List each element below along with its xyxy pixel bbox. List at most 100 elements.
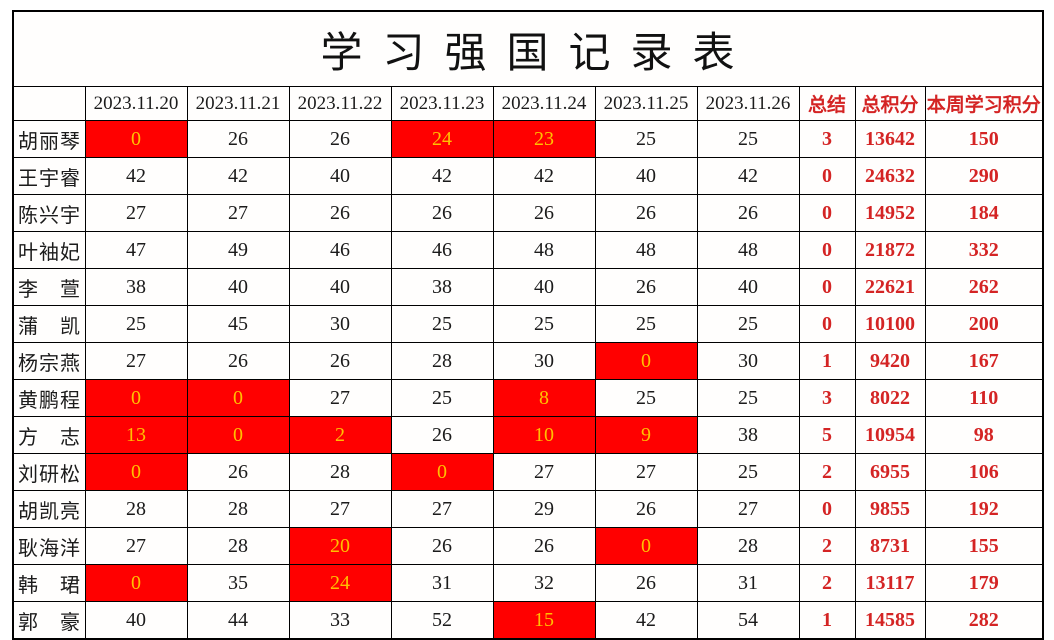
score-cell: 28 <box>390 342 494 380</box>
score-cell: 40 <box>186 268 290 306</box>
score-cell: 25 <box>696 453 800 491</box>
table-row: 胡凯亮 28 28 27 27 29 26 27 0 9855 192 <box>12 490 1044 528</box>
summary-count-cell: 0 <box>798 268 856 306</box>
total-points-cell: 8022 <box>854 379 926 417</box>
score-cell: 0 <box>390 453 494 491</box>
total-points-cell: 13117 <box>854 564 926 602</box>
total-points-cell: 13642 <box>854 120 926 158</box>
summary-count-cell: 0 <box>798 490 856 528</box>
score-cell: 26 <box>186 120 290 158</box>
table-row: 耿海洋 27 28 20 26 26 0 28 2 8731 155 <box>12 527 1044 565</box>
score-cell: 28 <box>84 490 188 528</box>
score-cell: 40 <box>84 601 188 640</box>
score-cell: 24 <box>288 564 392 602</box>
student-name-cell: 郭 豪 <box>12 601 86 640</box>
score-cell: 27 <box>288 379 392 417</box>
score-cell: 38 <box>390 268 494 306</box>
student-name-cell: 黄鹏程 <box>12 379 86 417</box>
summary-count-cell: 0 <box>798 231 856 269</box>
total-points-cell: 9855 <box>854 490 926 528</box>
week-points-cell: 332 <box>924 231 1044 269</box>
score-cell: 40 <box>696 268 800 306</box>
score-cell: 42 <box>84 157 188 195</box>
student-name-cell: 杨宗燕 <box>12 342 86 380</box>
score-cell: 26 <box>288 342 392 380</box>
score-cell: 26 <box>696 194 800 232</box>
week-points-cell: 106 <box>924 453 1044 491</box>
week-points-cell: 192 <box>924 490 1044 528</box>
student-name-cell: 叶袖妃 <box>12 231 86 269</box>
score-cell: 40 <box>288 157 392 195</box>
score-cell: 0 <box>84 379 188 417</box>
score-cell: 0 <box>594 342 698 380</box>
score-cell: 9 <box>594 416 698 454</box>
column-header-summary: 总结 <box>798 86 856 121</box>
score-cell: 30 <box>492 342 596 380</box>
score-cell: 26 <box>492 194 596 232</box>
score-cell: 26 <box>492 527 596 565</box>
table-row: 郭 豪 40 44 33 52 15 42 54 1 14585 282 <box>12 601 1044 640</box>
score-cell: 25 <box>594 379 698 417</box>
score-cell: 0 <box>84 120 188 158</box>
score-cell: 25 <box>594 305 698 343</box>
score-cell: 26 <box>288 194 392 232</box>
week-points-cell: 179 <box>924 564 1044 602</box>
score-cell: 28 <box>186 490 290 528</box>
score-cell: 0 <box>84 564 188 602</box>
score-cell: 44 <box>186 601 290 640</box>
total-points-cell: 14585 <box>854 601 926 640</box>
title-row: 学习强国记录表 <box>12 10 1044 87</box>
score-cell: 48 <box>594 231 698 269</box>
total-points-cell: 10954 <box>854 416 926 454</box>
score-cell: 25 <box>696 305 800 343</box>
score-cell: 0 <box>186 416 290 454</box>
total-points-cell: 8731 <box>854 527 926 565</box>
score-cell: 0 <box>84 453 188 491</box>
score-cell: 15 <box>492 601 596 640</box>
score-cell: 28 <box>696 527 800 565</box>
week-points-cell: 155 <box>924 527 1044 565</box>
score-cell: 32 <box>492 564 596 602</box>
total-points-cell: 24632 <box>854 157 926 195</box>
score-cell: 26 <box>186 342 290 380</box>
summary-count-cell: 1 <box>798 342 856 380</box>
score-cell: 27 <box>84 342 188 380</box>
week-points-cell: 290 <box>924 157 1044 195</box>
corner-cell <box>12 86 86 121</box>
score-cell: 40 <box>288 268 392 306</box>
score-cell: 8 <box>492 379 596 417</box>
score-cell: 38 <box>696 416 800 454</box>
table-row: 蒲 凯 25 45 30 25 25 25 25 0 10100 200 <box>12 305 1044 343</box>
score-cell: 28 <box>186 527 290 565</box>
score-cell: 25 <box>492 305 596 343</box>
score-cell: 46 <box>390 231 494 269</box>
score-cell: 54 <box>696 601 800 640</box>
score-cell: 2 <box>288 416 392 454</box>
score-cell: 29 <box>492 490 596 528</box>
total-points-cell: 10100 <box>854 305 926 343</box>
score-cell: 25 <box>84 305 188 343</box>
total-points-cell: 9420 <box>854 342 926 380</box>
summary-count-cell: 2 <box>798 527 856 565</box>
score-cell: 10 <box>492 416 596 454</box>
total-points-cell: 22621 <box>854 268 926 306</box>
column-header-date: 2023.11.24 <box>492 86 596 121</box>
table-row: 韩 珺 0 35 24 31 32 26 31 2 13117 179 <box>12 564 1044 602</box>
score-cell: 38 <box>84 268 188 306</box>
table-row: 刘研松 0 26 28 0 27 27 25 2 6955 106 <box>12 453 1044 491</box>
score-cell: 31 <box>390 564 494 602</box>
week-points-cell: 167 <box>924 342 1044 380</box>
score-cell: 45 <box>186 305 290 343</box>
summary-count-cell: 1 <box>798 601 856 640</box>
student-name-cell: 韩 珺 <box>12 564 86 602</box>
column-header-date: 2023.11.25 <box>594 86 698 121</box>
score-cell: 23 <box>492 120 596 158</box>
table-row: 胡丽琴 0 26 26 24 23 25 25 3 13642 150 <box>12 120 1044 158</box>
score-cell: 0 <box>186 379 290 417</box>
score-cell: 26 <box>594 194 698 232</box>
page-title: 学习强国记录表 <box>12 10 1044 87</box>
score-cell: 27 <box>390 490 494 528</box>
summary-count-cell: 3 <box>798 379 856 417</box>
column-header-summary: 本周学习积分 <box>924 86 1044 121</box>
student-name-cell: 王宇睿 <box>12 157 86 195</box>
